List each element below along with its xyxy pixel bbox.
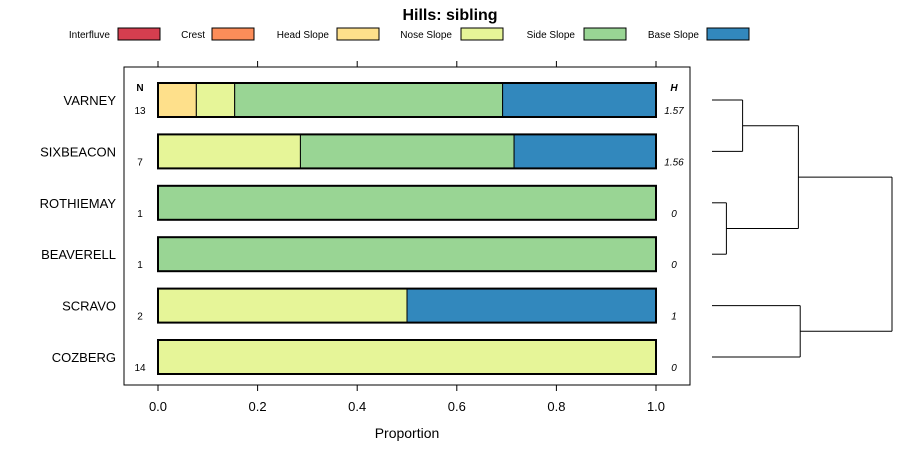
legend-swatch-crest <box>211 27 255 41</box>
x-tick-label-2: 0.4 <box>348 399 366 414</box>
x-tick-label-3: 0.6 <box>448 399 466 414</box>
bar-outline-scravo <box>157 287 657 324</box>
n-header: N <box>136 83 143 94</box>
row-label-cozberg: COZBERG <box>52 350 116 365</box>
bar-scravo-nose-slope <box>157 288 408 324</box>
x-tick-label-1: 0.2 <box>249 399 267 414</box>
legend-label-crest: Crest <box>181 30 205 41</box>
h-value-varney: 1.57 <box>664 106 684 117</box>
row-labels: VARNEY SIXBEACON ROTHIEMAY BEAVERELL SCRAVO C… <box>40 93 117 365</box>
h-value-scravo: 1 <box>671 312 677 323</box>
bar-outline-varney <box>157 82 657 118</box>
legend-swatch-base-slope <box>706 27 750 41</box>
legend-swatch-nose-slope <box>460 27 504 41</box>
top-axis-ticks <box>157 61 657 67</box>
legend-label-interfluve: Interfluve <box>69 30 111 41</box>
n-value-cozberg: 14 <box>134 363 146 374</box>
bar-varney-nose-slope <box>195 82 236 118</box>
bar-sixbeacon-base-slope <box>513 133 657 169</box>
bar-scravo-base-slope <box>406 288 657 324</box>
legend-swatch-side-slope <box>583 27 627 41</box>
bar-beaverell-side-slope <box>157 236 657 272</box>
bar-cozberg-nose-slope <box>157 339 657 375</box>
bar-outline-cozberg <box>157 339 657 375</box>
bar-outline-rothiemay <box>157 184 657 221</box>
n-value-varney: 13 <box>134 106 146 117</box>
h-value-sixbeacon: 1.56 <box>664 157 684 168</box>
bar-outline-beaverell <box>157 236 657 273</box>
dendrogram <box>712 99 893 358</box>
n-value-beaverell: 1 <box>137 260 143 271</box>
legend-swatch-interfluve <box>117 27 161 41</box>
legend-swatch-head-slope <box>336 27 380 41</box>
bar-varney-head-slope <box>157 82 197 118</box>
bar-varney-base-slope <box>502 82 657 118</box>
legend-label-nose-slope: Nose Slope <box>400 30 452 41</box>
bar-sixbeacon-side-slope <box>299 133 515 169</box>
bars <box>157 82 657 375</box>
x-tick-label-5: 1.0 <box>647 399 665 414</box>
legend: Interfluve Crest Head Slope Nose Slope Side … <box>69 27 750 41</box>
x-tick-label-4: 0.8 <box>547 399 565 414</box>
bar-sixbeacon-nose-slope <box>157 133 301 169</box>
n-value-sixbeacon: 7 <box>137 157 143 168</box>
x-axis: 0.0 0.2 0.4 0.6 0.8 1.0 <box>149 385 665 414</box>
bar-rothiemay-side-slope <box>157 185 657 221</box>
legend-label-side-slope: Side Slope <box>527 30 576 41</box>
row-label-rothiemay: ROTHIEMAY <box>40 196 117 211</box>
bar-varney-side-slope <box>234 82 504 118</box>
row-label-scravo: SCRAVO <box>62 299 116 314</box>
legend-label-head-slope: Head Slope <box>277 30 330 41</box>
plot-panel <box>123 66 691 386</box>
row-label-sixbeacon: SIXBEACON <box>40 144 116 159</box>
legend-label-base-slope: Base Slope <box>648 30 700 41</box>
row-label-beaverell: BEAVERELL <box>41 247 116 262</box>
h-value-cozberg: 0 <box>671 363 677 374</box>
row-label-varney: VARNEY <box>64 93 117 108</box>
n-labels: 13 7 1 1 2 14 <box>134 106 146 374</box>
n-value-scravo: 2 <box>137 312 143 323</box>
chart-title: Hills: sibling <box>402 7 497 24</box>
h-value-beaverell: 0 <box>671 260 677 271</box>
bar-outline-sixbeacon <box>157 133 657 170</box>
h-labels: 1.57 1.56 0 0 1 0 <box>664 106 684 374</box>
h-header: H <box>670 83 678 94</box>
n-value-rothiemay: 1 <box>137 209 143 220</box>
x-tick-label-0: 0.0 <box>149 399 167 414</box>
h-value-rothiemay: 0 <box>671 209 677 220</box>
x-axis-title: Proportion <box>375 425 440 441</box>
